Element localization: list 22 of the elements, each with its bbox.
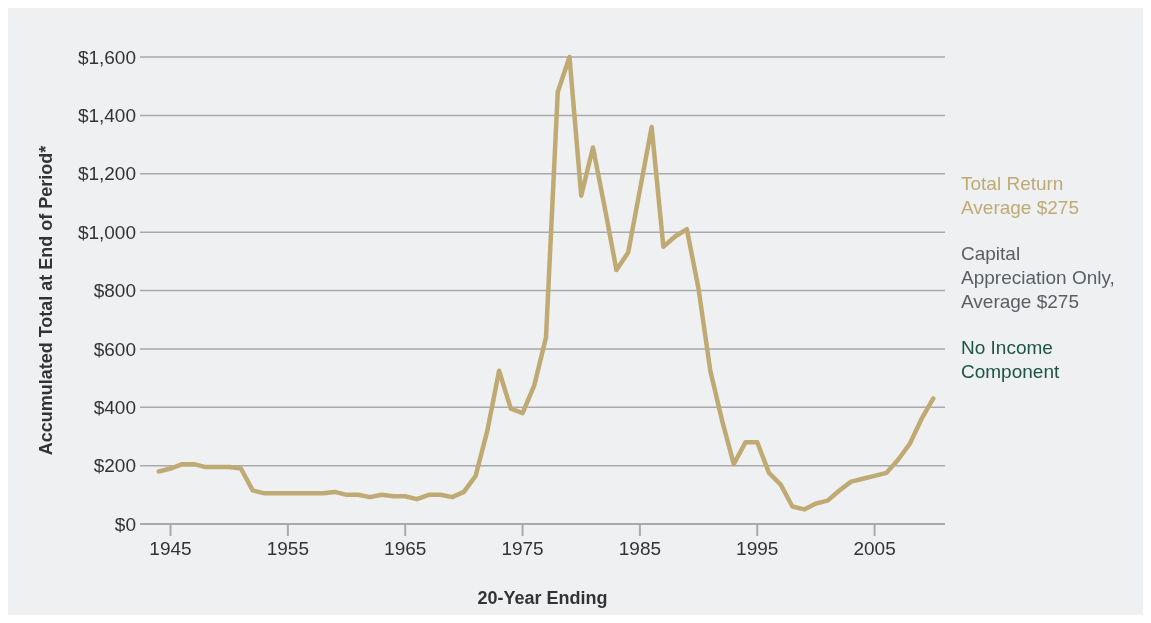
- y-tick-label: $200: [93, 455, 136, 477]
- y-tick-label: $1,600: [77, 46, 136, 68]
- x-tick-label: 1965: [384, 538, 427, 559]
- y-tick-label: $0: [114, 513, 136, 535]
- y-tick-label: $800: [93, 280, 136, 302]
- x-tick-label: 1995: [736, 538, 779, 559]
- x-tick-label: 1975: [501, 538, 544, 559]
- x-tick-label: 1985: [618, 538, 662, 559]
- text: Total Return Average $275: [961, 173, 1079, 218]
- y-tick-label: $1,400: [77, 105, 136, 127]
- text: No Income Component: [961, 337, 1060, 382]
- y-tick-label: $1,200: [77, 163, 136, 185]
- x-tick-label: 2005: [853, 538, 896, 559]
- x-tick-label: 1945: [149, 538, 192, 559]
- y-tick-label: $1,000: [77, 221, 136, 243]
- y-tick-label: $600: [93, 338, 136, 360]
- x-axis-title: 20-Year Ending: [477, 588, 608, 608]
- x-tick-label: 1955: [266, 538, 309, 559]
- line-series: [156, 54, 936, 512]
- text: Capital Appreciation Only, Average $275: [961, 243, 1115, 312]
- y-tick-label: $400: [93, 396, 136, 418]
- y-axis-title: Accumulated Total at End of Period*: [36, 145, 56, 456]
